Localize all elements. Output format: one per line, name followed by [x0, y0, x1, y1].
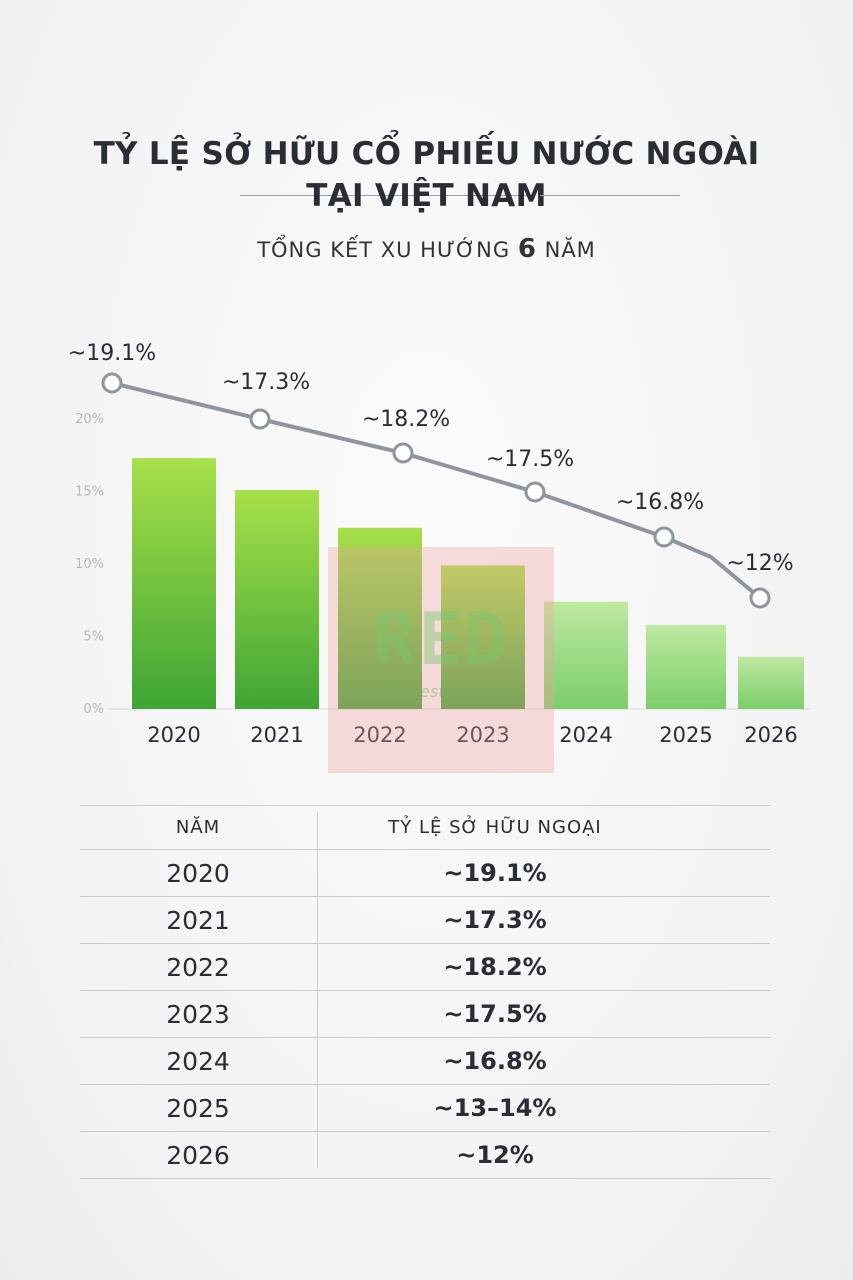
y-tick-label: 0%	[83, 702, 104, 717]
table-cell-year: 2022	[166, 953, 230, 982]
y-tick-label: 15%	[75, 485, 104, 500]
table-cell-value: ~17.3%	[443, 906, 547, 934]
ownership-table: NĂM TỶ LỆ SỞ HỮU NGOẠI 2020 ~19.1% 2021 …	[80, 805, 770, 1179]
x-tick-label: 2023	[456, 723, 509, 747]
table-row: 2026 ~12%	[80, 1131, 770, 1179]
point-label: ~16.8%	[616, 490, 704, 515]
table-cell-value: ~12%	[456, 1141, 534, 1169]
table-header-year: NĂM	[175, 817, 221, 838]
table-cell-year: 2024	[166, 1047, 230, 1076]
title-divider-right	[540, 195, 680, 196]
watermark-text: RED	[372, 597, 510, 681]
y-tick-label: 5%	[83, 630, 104, 645]
point-label: ~17.5%	[486, 447, 574, 472]
x-tick-label: 2020	[147, 723, 200, 747]
table-cell-value: ~19.1%	[443, 859, 547, 887]
point-label: ~19.1%	[68, 341, 156, 366]
table-cell-year: 2023	[166, 1000, 230, 1029]
page-title: TỶ LỆ SỞ HỮU CỔ PHIẾU NƯỚC NGOÀI	[93, 136, 760, 172]
subtitle-suffix: NĂM	[544, 238, 596, 262]
table-cell-value: ~13–14%	[433, 1094, 557, 1122]
table-row: 2025 ~13–14%	[80, 1084, 770, 1131]
bar-2021	[235, 490, 319, 709]
table-cell-value: ~18.2%	[443, 953, 547, 981]
bar-2022	[338, 527, 422, 709]
ownership-chart: 0% 5% 10% 15% 20% 2020 2021 2022 2023 2024 2025 20…	[68, 341, 810, 747]
trend-point-2021	[249, 408, 271, 430]
table-row: 2023 ~17.5%	[80, 990, 770, 1037]
point-label: ~12%	[726, 551, 793, 576]
trend-point-2022	[392, 442, 414, 464]
y-tick-label: 10%	[75, 557, 104, 572]
table-header-value: TỶ LỆ SỞ HỮU NGOẠI	[388, 817, 602, 838]
subtitle-number: 6	[517, 234, 537, 264]
page-title-line2: TẠI VIỆT NAM	[306, 178, 547, 214]
table-cell-year: 2021	[166, 906, 230, 935]
bar-2025	[646, 624, 726, 709]
x-tick-label: 2024	[559, 723, 612, 747]
watermark-logo: RED Investment	[328, 547, 554, 773]
bar-2026	[738, 656, 804, 709]
table-row: 2024 ~16.8%	[80, 1037, 770, 1084]
trend-point-2026	[749, 587, 771, 609]
table-row: 2021 ~17.3%	[80, 896, 770, 943]
table-cell-value: ~16.8%	[443, 1047, 547, 1075]
bar-2023	[441, 565, 525, 709]
table-cell-year: 2020	[166, 859, 230, 888]
x-tick-label: 2026	[744, 723, 797, 747]
trend-point-2020	[101, 372, 123, 394]
table-cell-year: 2025	[166, 1094, 230, 1123]
x-tick-label: 2025	[659, 723, 712, 747]
table-cell-value: ~17.5%	[443, 1000, 547, 1028]
table-header-row: NĂM TỶ LỆ SỞ HỮU NGOẠI	[80, 805, 770, 849]
trend-point-2023	[524, 481, 546, 503]
bar-2020	[132, 458, 216, 709]
watermark-subtext: Investment	[395, 682, 487, 701]
title-divider-left	[240, 195, 530, 196]
point-label: ~17.3%	[222, 370, 310, 395]
table-row: 2020 ~19.1%	[80, 849, 770, 896]
x-tick-label: 2022	[353, 723, 406, 747]
y-tick-label: 20%	[75, 412, 104, 427]
page-subtitle: TỔNG KẾT XU HƯỚNG 6 NĂM	[0, 234, 853, 264]
table-row: 2022 ~18.2%	[80, 943, 770, 990]
trend-point-2024	[653, 526, 675, 548]
bar-2024	[544, 601, 628, 709]
table-cell-year: 2026	[166, 1141, 230, 1170]
subtitle-prefix: TỔNG KẾT XU HƯỚNG	[257, 238, 511, 262]
point-label: ~18.2%	[362, 407, 450, 432]
x-tick-label: 2021	[250, 723, 303, 747]
